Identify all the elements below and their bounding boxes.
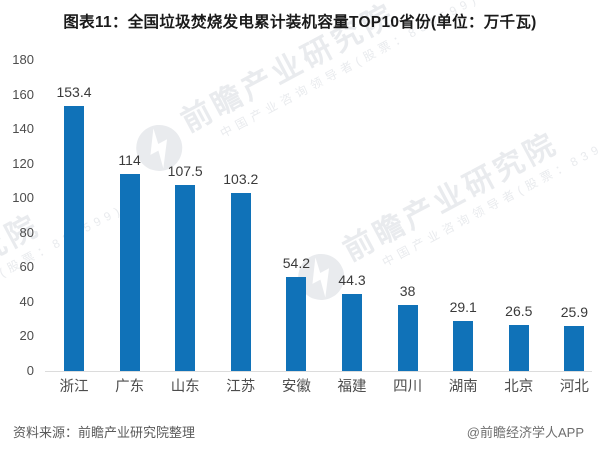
bar xyxy=(453,320,474,371)
bar-value-label: 103.2 xyxy=(223,170,259,187)
x-axis-category-label: 四川 xyxy=(393,379,423,395)
bar-value-label: 38 xyxy=(399,283,416,300)
bar-value-label: 29.1 xyxy=(449,298,477,315)
y-axis-tick-label: 140 xyxy=(12,121,34,137)
footer-credit: @前瞻经济学人APP xyxy=(466,425,584,440)
bar xyxy=(397,305,418,371)
bar xyxy=(564,326,585,371)
y-axis-tick-label: 120 xyxy=(12,155,34,171)
x-axis-category-label: 福建 xyxy=(337,379,367,395)
bar-value-label: 26.5 xyxy=(505,303,533,320)
x-axis-category-label: 北京 xyxy=(504,379,534,395)
x-axis-category-label: 山东 xyxy=(170,379,200,395)
bar xyxy=(230,192,251,371)
bar xyxy=(286,277,307,371)
bar-value-label: 25.9 xyxy=(560,304,589,321)
bar xyxy=(342,294,362,371)
y-axis-tick-label: 60 xyxy=(19,259,34,275)
y-axis-tick-label: 160 xyxy=(12,86,34,102)
bar-value-label: 107.5 xyxy=(167,163,203,180)
y-axis-tick-label: 20 xyxy=(19,328,34,344)
y-axis-tick-label: 80 xyxy=(19,224,34,240)
x-axis-category-label: 江苏 xyxy=(226,379,256,395)
bar xyxy=(119,174,140,371)
x-axis-category-label: 广东 xyxy=(115,379,145,395)
x-axis-category-label: 安徽 xyxy=(281,379,311,395)
y-axis-tick-label: 180 xyxy=(12,52,34,68)
bar xyxy=(508,325,529,371)
bar-value-label: 114 xyxy=(118,152,141,169)
footer-source: 资料来源：前瞻产业研究院整理 xyxy=(13,425,196,440)
chart-title: 图表11：全国垃圾焚烧发电累计装机容量TOP10省份(单位：万千瓦) xyxy=(63,14,537,31)
x-axis-category-label: 浙江 xyxy=(59,379,89,395)
bar-value-label: 153.4 xyxy=(56,84,92,101)
bar xyxy=(64,106,84,371)
x-axis-line xyxy=(45,371,592,372)
x-axis-category-label: 河北 xyxy=(559,379,589,395)
bar-value-label: 54.2 xyxy=(282,255,311,272)
bar xyxy=(175,185,196,371)
y-axis-tick-label: 100 xyxy=(12,190,34,206)
y-axis-tick-label: 0 xyxy=(26,363,34,378)
y-axis-tick-label: 40 xyxy=(19,293,34,309)
bar-value-label: 44.3 xyxy=(338,272,366,289)
x-axis-category-label: 湖南 xyxy=(448,379,478,395)
